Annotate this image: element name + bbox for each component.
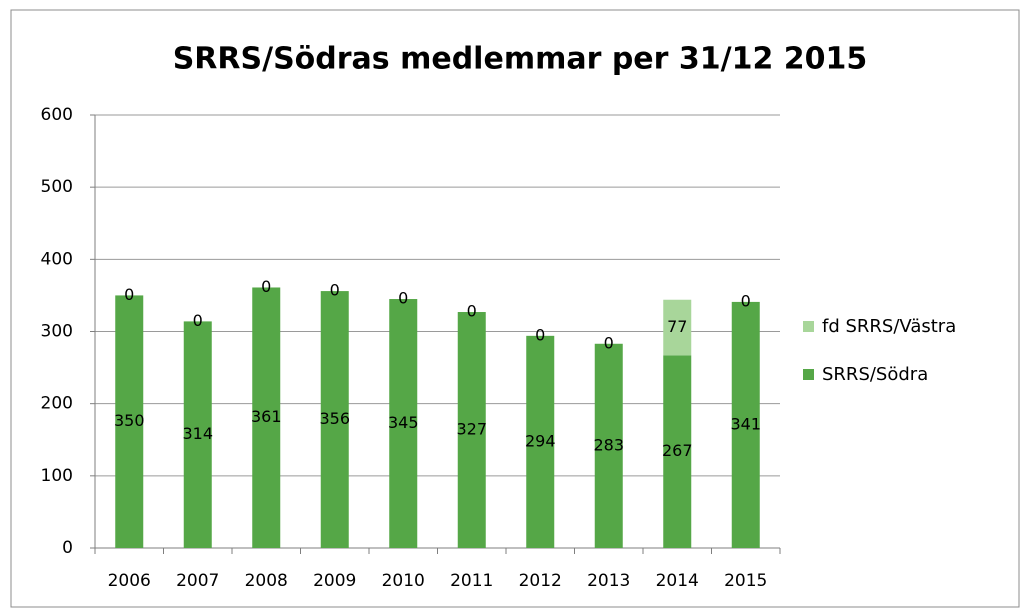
x-tick-label: 2013 xyxy=(587,571,630,591)
x-tick-label: 2015 xyxy=(724,571,767,591)
bar-segment xyxy=(663,355,692,548)
x-tick-label: 2006 xyxy=(108,571,151,591)
data-label: 350 xyxy=(114,411,145,430)
data-label: 341 xyxy=(730,414,761,433)
data-label: 345 xyxy=(388,413,419,432)
data-label: 0 xyxy=(398,289,408,308)
data-label: 0 xyxy=(193,311,203,330)
bar-segment xyxy=(594,343,623,548)
bar-segment xyxy=(183,321,212,548)
bar-segment xyxy=(115,295,144,548)
data-label: 327 xyxy=(456,420,487,439)
y-tick-label: 0 xyxy=(62,538,73,558)
bar-segment xyxy=(731,301,760,548)
y-tick-label: 400 xyxy=(41,249,73,269)
x-tick-label: 2012 xyxy=(519,571,562,591)
data-label: 0 xyxy=(604,333,614,352)
data-label: 0 xyxy=(124,285,134,304)
data-label: 77 xyxy=(667,317,687,336)
data-label: 356 xyxy=(319,409,350,428)
legend-swatch xyxy=(803,369,814,380)
legend-swatch xyxy=(803,321,814,332)
legend-label: SRRS/Södra xyxy=(822,364,928,385)
data-label: 361 xyxy=(251,407,282,426)
data-label: 0 xyxy=(261,277,271,296)
y-tick-label: 600 xyxy=(41,105,73,125)
legend-label: fd SRRS/Västra xyxy=(822,316,956,337)
y-tick-label: 100 xyxy=(41,466,73,486)
y-tick-label: 300 xyxy=(41,322,73,342)
bar-segment xyxy=(526,335,555,548)
data-label: 314 xyxy=(182,424,213,443)
chart-border xyxy=(10,9,1020,608)
x-tick-label: 2009 xyxy=(313,571,356,591)
x-tick-label: 2011 xyxy=(450,571,493,591)
x-tick-label: 2010 xyxy=(382,571,425,591)
x-tick-label: 2014 xyxy=(656,571,699,591)
x-tick-label: 2007 xyxy=(176,571,219,591)
data-label: 283 xyxy=(593,435,624,454)
data-label: 0 xyxy=(535,325,545,344)
data-label: 294 xyxy=(525,431,556,450)
x-tick-label: 2008 xyxy=(245,571,288,591)
bar-segment xyxy=(663,299,692,356)
bar-segment xyxy=(389,299,418,548)
y-tick-label: 500 xyxy=(41,177,73,197)
data-label: 0 xyxy=(467,302,477,321)
data-label: 0 xyxy=(330,281,340,300)
bar-segment xyxy=(457,312,486,548)
bar-segment xyxy=(320,291,349,548)
bar-segment xyxy=(252,287,281,548)
data-label: 267 xyxy=(662,441,693,460)
chart-title: SRRS/Södras medlemmar per 31/12 2015 xyxy=(173,42,868,77)
data-label: 0 xyxy=(741,291,751,310)
y-tick-label: 200 xyxy=(41,394,73,414)
